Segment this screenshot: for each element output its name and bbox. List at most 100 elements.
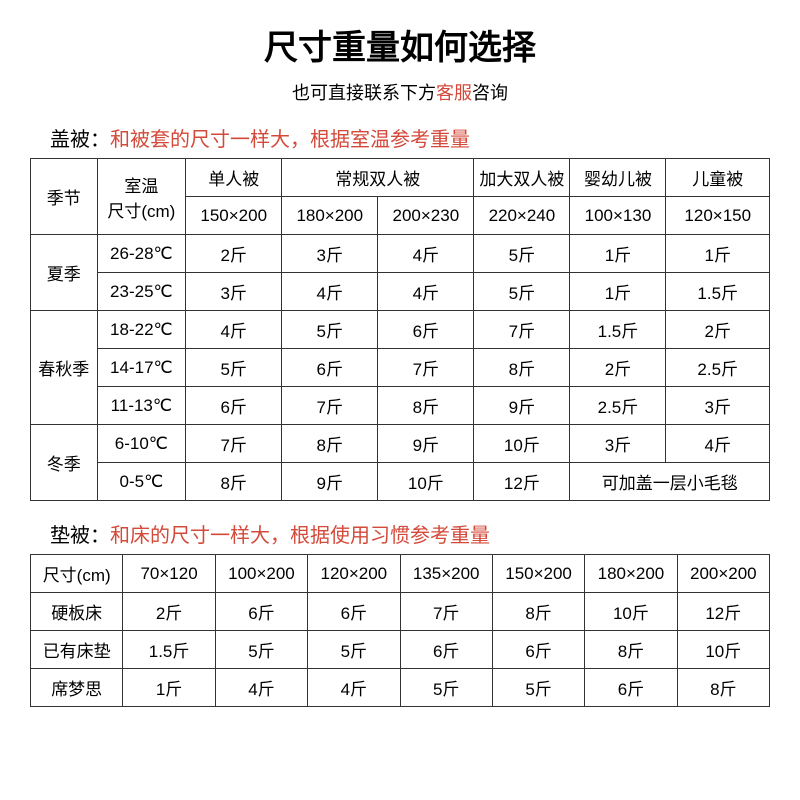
season-winter: 冬季 (31, 425, 98, 501)
w-cell: 1.5斤 (666, 273, 770, 311)
w-cell: 5斤 (186, 349, 282, 387)
w-cell: 12斤 (474, 463, 570, 501)
w-cell: 3斤 (570, 425, 666, 463)
table2-label-black: 垫被： (50, 525, 110, 547)
w-cell: 9斤 (378, 425, 474, 463)
size-cell: 120×200 (308, 555, 400, 593)
w-cell: 1.5斤 (123, 631, 215, 669)
size-cell: 70×120 (123, 555, 215, 593)
w-cell: 8斤 (378, 387, 474, 425)
merged-note: 可加盖一层小毛毯 (570, 463, 770, 501)
row-label: 已有床垫 (31, 631, 123, 669)
w-cell: 5斤 (282, 311, 378, 349)
w-cell: 6斤 (282, 349, 378, 387)
w-cell: 12斤 (677, 593, 769, 631)
size6: 120×150 (666, 197, 770, 235)
subtitle-highlight: 客服 (436, 83, 472, 103)
th-temp-line2: 尺寸(cm) (107, 202, 175, 221)
w-cell: 10斤 (585, 593, 677, 631)
w-cell: 2.5斤 (570, 387, 666, 425)
table1-label: 盖被：和被套的尺寸一样大，根据室温参考重量 (50, 123, 770, 152)
th-temp-line1: 室温 (124, 177, 158, 196)
row-label: 硬板床 (31, 593, 123, 631)
temp-cell: 23-25℃ (97, 273, 186, 311)
w-cell: 4斤 (308, 669, 400, 707)
w-cell: 8斤 (492, 593, 584, 631)
size1: 150×200 (186, 197, 282, 235)
w-cell: 2斤 (570, 349, 666, 387)
size4: 220×240 (474, 197, 570, 235)
w-cell: 5斤 (308, 631, 400, 669)
th-single: 单人被 (186, 159, 282, 197)
w-cell: 8斤 (186, 463, 282, 501)
w-cell: 4斤 (215, 669, 307, 707)
w-cell: 8斤 (282, 425, 378, 463)
size-cell: 135×200 (400, 555, 492, 593)
w-cell: 9斤 (282, 463, 378, 501)
w-cell: 1.5斤 (570, 311, 666, 349)
mattress-table: 尺寸(cm) 70×120 100×200 120×200 135×200 15… (30, 554, 770, 707)
w-cell: 4斤 (666, 425, 770, 463)
w-cell: 7斤 (400, 593, 492, 631)
w-cell: 4斤 (186, 311, 282, 349)
table1-label-red: 和被套的尺寸一样大，根据室温参考重量 (110, 129, 470, 151)
th-double: 常规双人被 (282, 159, 474, 197)
table2-label-red: 和床的尺寸一样大，根据使用习惯参考重量 (110, 525, 490, 547)
w-cell: 6斤 (378, 311, 474, 349)
w-cell: 3斤 (282, 235, 378, 273)
w-cell: 6斤 (585, 669, 677, 707)
w-cell: 6斤 (492, 631, 584, 669)
quilt-table: 季节 室温 尺寸(cm) 单人被 常规双人被 加大双人被 婴幼儿被 儿童被 15… (30, 158, 770, 501)
w-cell: 7斤 (474, 311, 570, 349)
w-cell: 1斤 (570, 273, 666, 311)
season-spring: 春秋季 (31, 311, 98, 425)
w-cell: 5斤 (492, 669, 584, 707)
size-cell: 180×200 (585, 555, 677, 593)
w-cell: 1斤 (123, 669, 215, 707)
row-label: 席梦思 (31, 669, 123, 707)
subtitle-post: 咨询 (472, 83, 508, 103)
w-cell: 4斤 (378, 273, 474, 311)
w-cell: 3斤 (666, 387, 770, 425)
w-cell: 10斤 (378, 463, 474, 501)
season-summer: 夏季 (31, 235, 98, 311)
size3: 200×230 (378, 197, 474, 235)
w-cell: 4斤 (378, 235, 474, 273)
w-cell: 10斤 (474, 425, 570, 463)
th-temp: 室温 尺寸(cm) (97, 159, 186, 235)
w-cell: 2斤 (123, 593, 215, 631)
subtitle-pre: 也可直接联系下方 (292, 83, 436, 103)
temp-cell: 11-13℃ (97, 387, 186, 425)
size-cell: 100×200 (215, 555, 307, 593)
w-cell: 8斤 (677, 669, 769, 707)
w-cell: 6斤 (186, 387, 282, 425)
th-baby: 婴幼儿被 (570, 159, 666, 197)
w-cell: 6斤 (215, 593, 307, 631)
w-cell: 5斤 (215, 631, 307, 669)
w-cell: 3斤 (186, 273, 282, 311)
w-cell: 9斤 (474, 387, 570, 425)
w-cell: 8斤 (474, 349, 570, 387)
temp-cell: 6-10℃ (97, 425, 186, 463)
w-cell: 5斤 (474, 235, 570, 273)
w-cell: 6斤 (308, 593, 400, 631)
temp-cell: 0-5℃ (97, 463, 186, 501)
w-cell: 7斤 (378, 349, 474, 387)
table1-label-black: 盖被： (50, 129, 110, 151)
size5: 100×130 (570, 197, 666, 235)
table2-label: 垫被：和床的尺寸一样大，根据使用习惯参考重量 (50, 519, 770, 548)
w-cell: 2斤 (186, 235, 282, 273)
th-large-double: 加大双人被 (474, 159, 570, 197)
th-season: 季节 (31, 159, 98, 235)
temp-cell: 26-28℃ (97, 235, 186, 273)
w-cell: 10斤 (677, 631, 769, 669)
temp-cell: 18-22℃ (97, 311, 186, 349)
w-cell: 7斤 (186, 425, 282, 463)
w-cell: 2.5斤 (666, 349, 770, 387)
w-cell: 6斤 (400, 631, 492, 669)
w-cell: 5斤 (474, 273, 570, 311)
th-size: 尺寸(cm) (31, 555, 123, 593)
size-cell: 200×200 (677, 555, 769, 593)
page-title: 尺寸重量如何选择 (30, 20, 770, 69)
w-cell: 1斤 (666, 235, 770, 273)
